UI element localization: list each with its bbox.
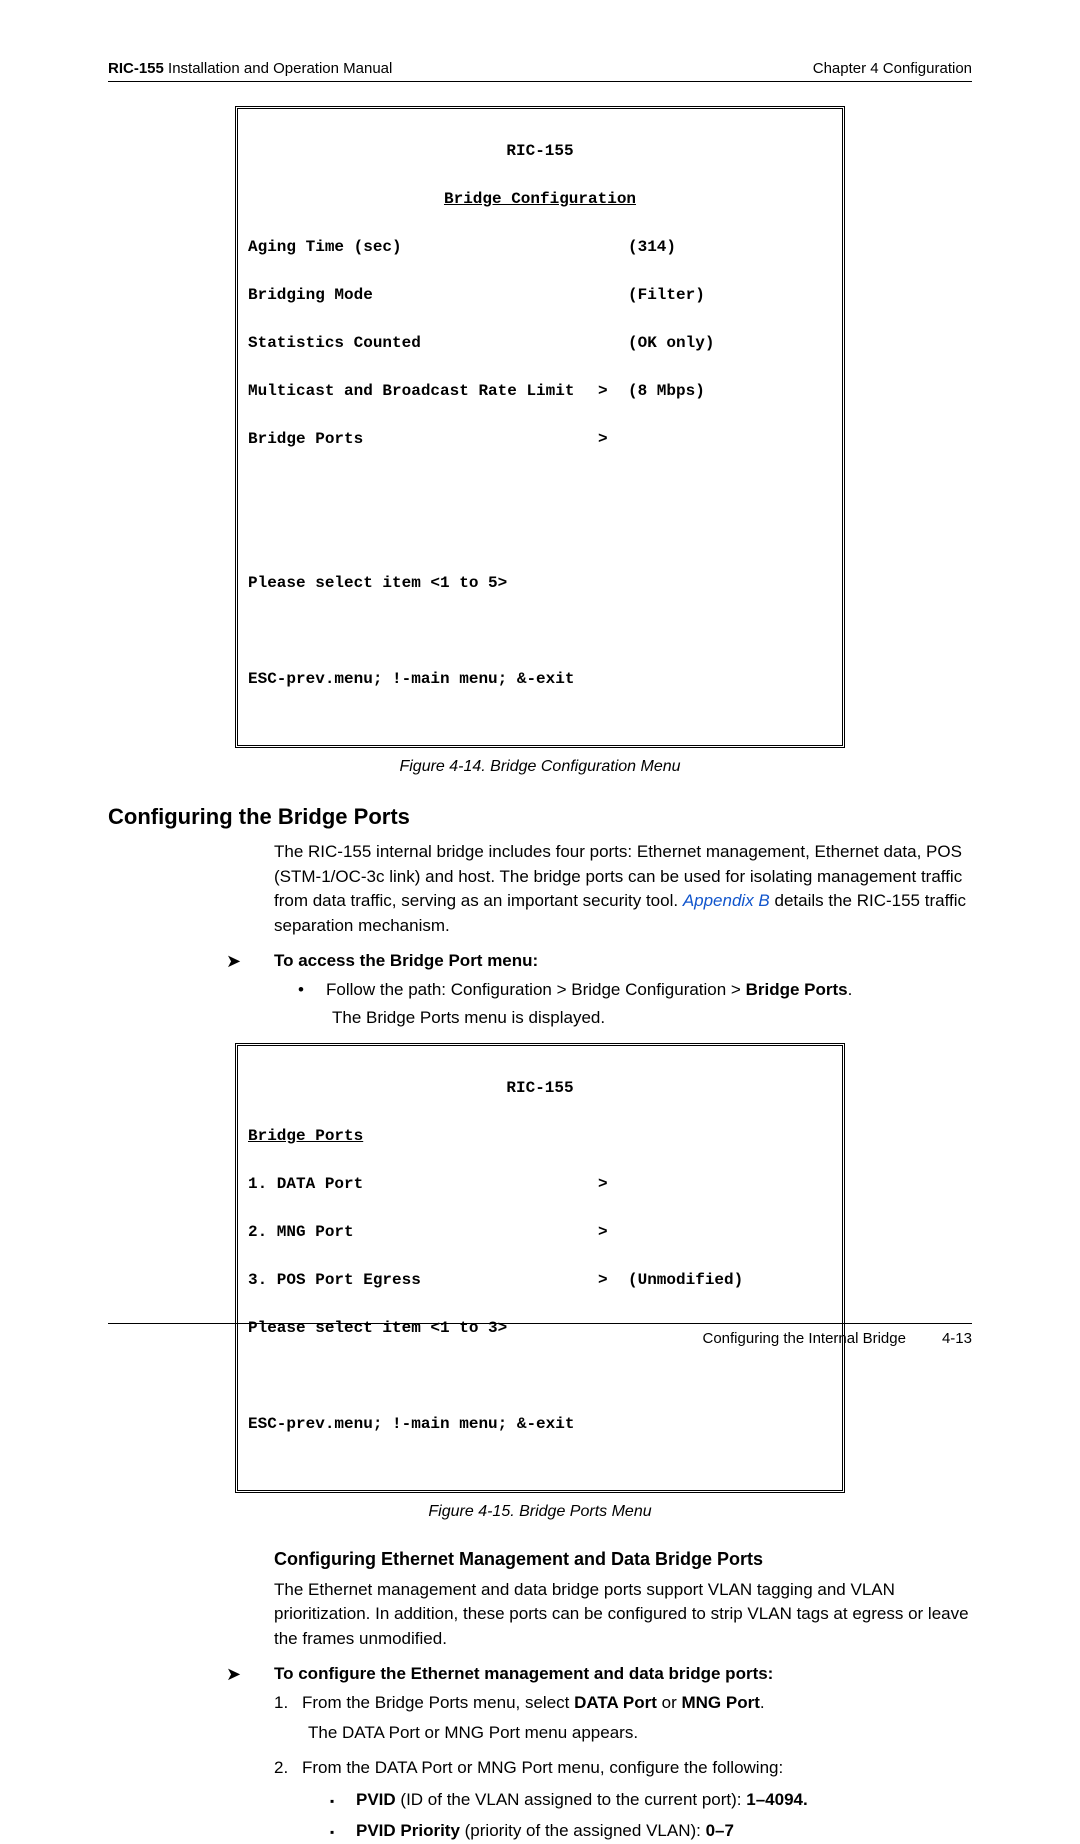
- header-left: RIC-155 Installation and Operation Manua…: [108, 60, 392, 77]
- row-value: (Filter): [628, 283, 705, 307]
- step-result: The Bridge Ports menu is displayed.: [298, 1006, 972, 1031]
- row-value: (314): [628, 235, 676, 259]
- appendix-link[interactable]: Appendix B: [683, 891, 770, 910]
- step-content: From the DATA Port or MNG Port menu, con…: [302, 1756, 972, 1781]
- step-bold: Bridge Ports: [746, 980, 848, 999]
- row-label: Bridge Ports: [248, 427, 598, 451]
- row-sep: >: [598, 1268, 628, 1292]
- row-sep: >: [598, 379, 628, 403]
- bold-range: 1–4094.: [746, 1790, 807, 1809]
- square-bullet-icon: ▪: [330, 1818, 356, 1844]
- terminal-row: Statistics Counted (OK only): [248, 331, 832, 355]
- step-number: 2.: [274, 1756, 302, 1781]
- terminal-row: 2. MNG Port>: [248, 1220, 832, 1244]
- blank-line: [248, 1364, 832, 1388]
- terminal-prompt: Please select item <1 to 5>: [248, 571, 832, 595]
- footer-page-number: 4-13: [942, 1330, 972, 1347]
- arrow-icon: ➤: [108, 1664, 252, 1685]
- header-manual-title: Installation and Operation Manual: [164, 60, 392, 77]
- section-heading: Configuring the Bridge Ports: [108, 804, 972, 830]
- row-value: (OK only): [628, 331, 714, 355]
- text: (priority of the assigned VLAN):: [460, 1821, 706, 1840]
- text: From the Bridge Ports menu, select: [302, 1693, 574, 1712]
- terminal-subtitle: Bridge Configuration: [248, 187, 832, 211]
- procedure-title: To access the Bridge Port menu:: [252, 951, 538, 971]
- header-right: Chapter 4 Configuration: [813, 60, 972, 77]
- subsection-paragraph: The Ethernet management and data bridge …: [108, 1578, 972, 1652]
- procedure-header-2: ➤ To configure the Ethernet management a…: [108, 1664, 972, 1685]
- row-sep: [598, 283, 628, 307]
- terminal-row: 1. DATA Port>: [248, 1172, 832, 1196]
- row-sep: [598, 235, 628, 259]
- figure-caption-2: Figure 4-15. Bridge Ports Menu: [108, 1503, 972, 1521]
- square-bullet-list: ▪ PVID (ID of the VLAN assigned to the c…: [108, 1787, 972, 1844]
- terminal-row: 3. POS Port Egress>(Unmodified): [248, 1268, 832, 1292]
- step-number: 1.: [274, 1691, 302, 1716]
- item-content: PVID Priority (priority of the assigned …: [356, 1818, 972, 1844]
- terminal-title: RIC-155: [248, 1076, 832, 1100]
- text: (ID of the VLAN assigned to the current …: [396, 1790, 747, 1809]
- text: or: [657, 1693, 682, 1712]
- header-product: RIC-155: [108, 60, 164, 77]
- page: RIC-155 Installation and Operation Manua…: [0, 0, 1080, 1397]
- list-item: 2. From the DATA Port or MNG Port menu, …: [274, 1756, 972, 1781]
- bold: PVID Priority: [356, 1821, 460, 1840]
- blank-line: [248, 619, 832, 643]
- terminal-bridge-config: RIC-155 Bridge Configuration Aging Time …: [235, 106, 845, 748]
- arrow-icon: ➤: [108, 951, 252, 972]
- list-item: ▪ PVID (ID of the VLAN assigned to the c…: [330, 1787, 972, 1813]
- list-item: • Follow the path: Configuration > Bridg…: [298, 978, 972, 1003]
- row-label: 3. POS Port Egress: [248, 1268, 598, 1292]
- bullet-list: • Follow the path: Configuration > Bridg…: [108, 978, 972, 1031]
- step-content: From the Bridge Ports menu, select DATA …: [302, 1691, 972, 1716]
- blank-line: [248, 523, 832, 547]
- row-sep: >: [598, 1172, 628, 1196]
- row-label: Multicast and Broadcast Rate Limit: [248, 379, 598, 403]
- text: .: [760, 1693, 765, 1712]
- step-post: .: [848, 980, 853, 999]
- list-content: Follow the path: Configuration > Bridge …: [326, 978, 972, 1003]
- terminal-row: Multicast and Broadcast Rate Limit>(8 Mb…: [248, 379, 832, 403]
- subsection-heading: Configuring Ethernet Management and Data…: [108, 1549, 972, 1570]
- row-sep: >: [598, 1220, 628, 1244]
- footer-section: Configuring the Internal Bridge: [703, 1330, 906, 1347]
- row-label: 1. DATA Port: [248, 1172, 598, 1196]
- row-label: Statistics Counted: [248, 331, 598, 355]
- row-label: Bridging Mode: [248, 283, 598, 307]
- bold: MNG Port: [681, 1693, 759, 1712]
- intro-paragraph: The RIC-155 internal bridge includes fou…: [108, 840, 972, 939]
- row-label: Aging Time (sec): [248, 235, 598, 259]
- page-footer: Configuring the Internal Bridge 4-13: [108, 1323, 972, 1347]
- procedure-title: To configure the Ethernet management and…: [252, 1664, 773, 1684]
- terminal-subtitle: Bridge Ports: [248, 1124, 832, 1148]
- terminal-row: Aging Time (sec) (314): [248, 235, 832, 259]
- terminal-title: RIC-155: [248, 139, 832, 163]
- row-sep: >: [598, 427, 628, 451]
- terminal-row: Bridging Mode (Filter): [248, 283, 832, 307]
- terminal-footer: ESC-prev.menu; !-main menu; &-exit: [248, 667, 832, 691]
- running-header: RIC-155 Installation and Operation Manua…: [108, 60, 972, 82]
- bold-range: 0–7: [706, 1821, 734, 1840]
- bullet-icon: •: [298, 978, 326, 1003]
- row-sep: [598, 331, 628, 355]
- bold: PVID: [356, 1790, 396, 1809]
- step-pre: Follow the path: Configuration > Bridge …: [326, 980, 746, 999]
- bold: DATA Port: [574, 1693, 657, 1712]
- step-result: The DATA Port or MNG Port menu appears.: [274, 1721, 972, 1746]
- terminal-bridge-ports: RIC-155 Bridge Ports 1. DATA Port> 2. MN…: [235, 1043, 845, 1493]
- item-content: PVID (ID of the VLAN assigned to the cur…: [356, 1787, 972, 1813]
- terminal-footer: ESC-prev.menu; !-main menu; &-exit: [248, 1412, 832, 1436]
- procedure-header-1: ➤ To access the Bridge Port menu:: [108, 951, 972, 972]
- terminal-row: Bridge Ports>: [248, 427, 832, 451]
- list-item: ▪ PVID Priority (priority of the assigne…: [330, 1818, 972, 1844]
- row-value: (8 Mbps): [628, 379, 705, 403]
- blank-line: [248, 475, 832, 499]
- row-label: 2. MNG Port: [248, 1220, 598, 1244]
- list-item: 1. From the Bridge Ports menu, select DA…: [274, 1691, 972, 1716]
- figure-caption-1: Figure 4-14. Bridge Configuration Menu: [108, 758, 972, 776]
- numbered-list: 1. From the Bridge Ports menu, select DA…: [108, 1691, 972, 1781]
- square-bullet-icon: ▪: [330, 1787, 356, 1813]
- row-value: (Unmodified): [628, 1268, 743, 1292]
